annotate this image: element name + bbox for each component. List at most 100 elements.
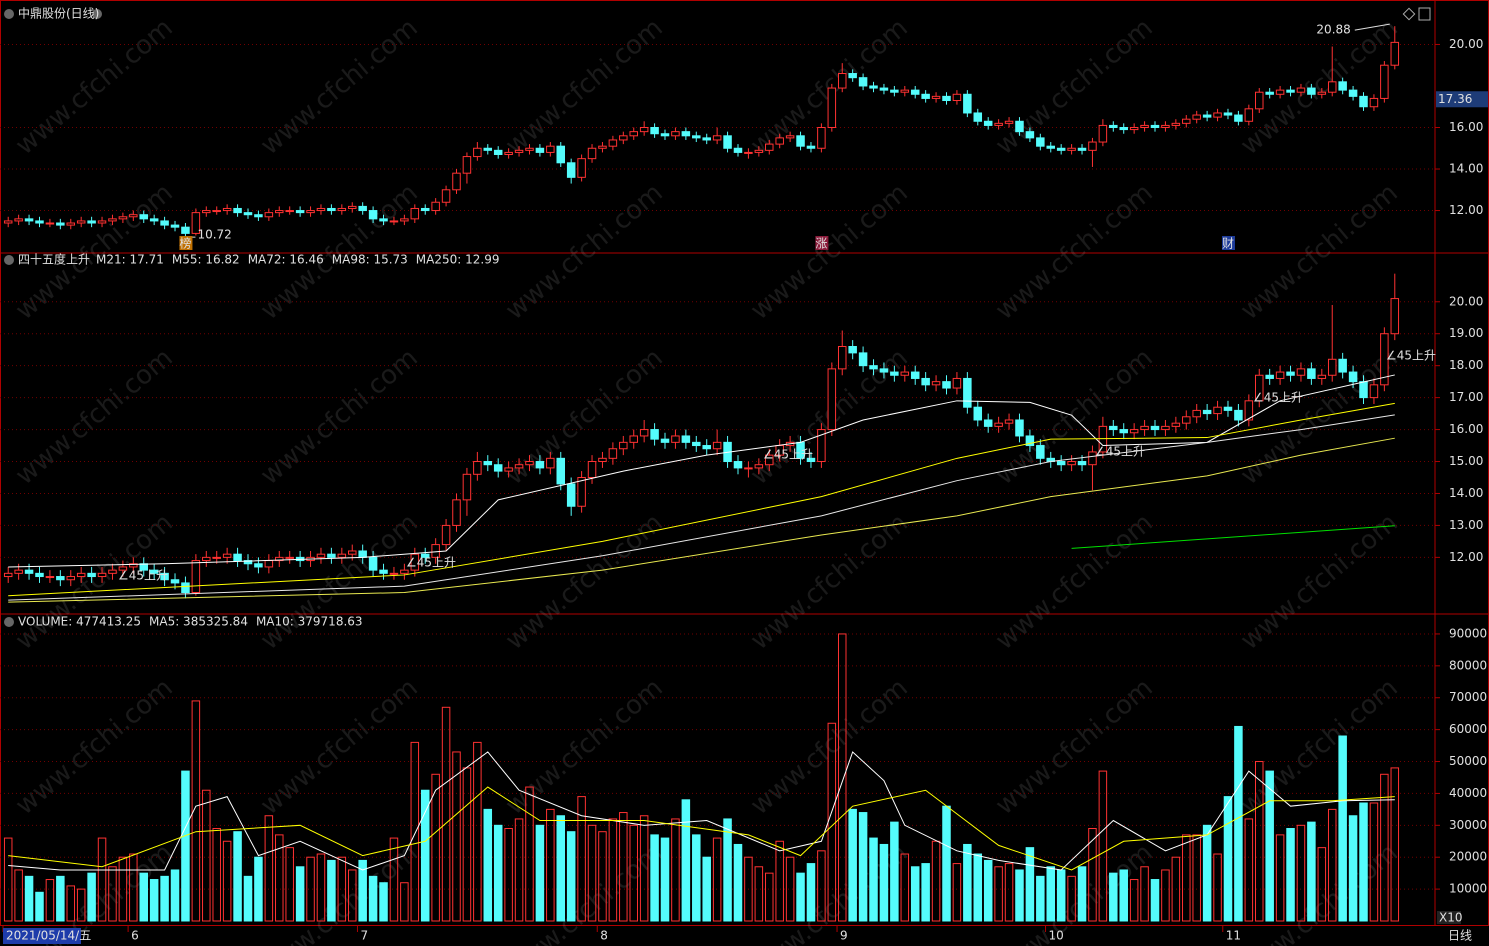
watermark: www.cfchi.com bbox=[1235, 673, 1404, 821]
candle-body bbox=[514, 464, 524, 469]
volume-bar bbox=[806, 863, 816, 922]
volume-ma-line bbox=[8, 786, 1395, 871]
candle-body bbox=[222, 207, 232, 212]
watermark: www.cfchi.com bbox=[500, 343, 669, 491]
x-tick-label: 2021/05/14/五 bbox=[6, 929, 91, 943]
volume-bar bbox=[1015, 869, 1024, 922]
ma-line bbox=[8, 414, 1395, 601]
candle-body bbox=[660, 438, 670, 443]
x-tick-label: 10 bbox=[1049, 929, 1064, 943]
watermark: www.cfchi.com bbox=[990, 673, 1159, 821]
watermark: www.cfchi.com bbox=[10, 673, 179, 821]
volume-bar bbox=[1234, 725, 1243, 922]
candle-body bbox=[160, 220, 169, 226]
volume-bar bbox=[1286, 828, 1295, 922]
volume-bar bbox=[76, 888, 86, 922]
candle-body bbox=[149, 218, 159, 222]
y-tick-label: 60000 bbox=[1449, 722, 1487, 736]
volume-bar bbox=[275, 834, 284, 922]
watermark: www.cfchi.com bbox=[255, 343, 424, 491]
candle-body bbox=[1390, 298, 1400, 335]
event-box bbox=[179, 236, 193, 250]
candle-body bbox=[1348, 371, 1358, 383]
watermark: www.cfchi.com bbox=[255, 673, 424, 821]
candle-body bbox=[983, 419, 993, 427]
candle-body bbox=[942, 95, 951, 102]
candle-body bbox=[900, 371, 910, 376]
legend-entry: M21: 17.71 bbox=[96, 253, 164, 267]
toolbar-icon[interactable] bbox=[1402, 7, 1416, 21]
candle-body bbox=[1380, 333, 1389, 386]
volume-bar bbox=[577, 796, 586, 922]
volume-bar bbox=[525, 786, 534, 922]
candle-body bbox=[129, 214, 138, 218]
candle-body bbox=[712, 135, 722, 141]
high-marker: 20.88 bbox=[1316, 23, 1350, 37]
candle-body bbox=[806, 145, 816, 149]
annotation: ∠45上升 bbox=[406, 556, 456, 570]
candle-body bbox=[212, 556, 221, 559]
candle-body bbox=[233, 207, 242, 214]
volume-bar bbox=[1348, 815, 1358, 922]
volume-bar bbox=[97, 837, 107, 922]
toolbar-icon[interactable] bbox=[1418, 7, 1431, 21]
candle-body bbox=[327, 553, 336, 558]
candle-body bbox=[202, 556, 211, 562]
candle-body bbox=[97, 220, 107, 224]
panel-icon[interactable] bbox=[4, 255, 14, 265]
candle-body bbox=[796, 135, 805, 147]
candle-body bbox=[347, 205, 357, 209]
candle-body bbox=[702, 137, 711, 141]
candle-body bbox=[879, 87, 889, 91]
candle-body bbox=[1025, 435, 1035, 447]
close-icon[interactable] bbox=[92, 9, 102, 19]
legend-entry: MA72: 16.46 bbox=[248, 253, 324, 267]
volume-bar bbox=[264, 815, 274, 922]
event-label: 财 bbox=[1222, 237, 1234, 251]
candle-body bbox=[35, 220, 44, 224]
candle-body bbox=[577, 476, 586, 507]
candle-body bbox=[45, 576, 55, 579]
period-label: 日线 bbox=[1448, 929, 1472, 943]
panel-icon[interactable] bbox=[4, 617, 14, 627]
candle-body bbox=[389, 220, 399, 223]
panel-icon[interactable] bbox=[4, 9, 14, 19]
volume-bar bbox=[1192, 834, 1201, 922]
volume-bar bbox=[504, 828, 513, 922]
y-tick-label: 19.00 bbox=[1449, 326, 1483, 340]
y-tick-label: 12.00 bbox=[1449, 203, 1483, 217]
volume-bar bbox=[879, 843, 889, 922]
candle-body bbox=[1182, 118, 1191, 124]
volume-bar bbox=[368, 875, 378, 922]
candle-body bbox=[765, 454, 774, 466]
ma-line bbox=[8, 402, 1395, 597]
candle-body bbox=[191, 560, 201, 594]
x-tick-label: 11 bbox=[1226, 929, 1241, 943]
y-tick-label: 20.00 bbox=[1449, 37, 1483, 51]
candle-body bbox=[379, 218, 388, 222]
candle-body bbox=[639, 127, 649, 133]
candle-body bbox=[87, 572, 96, 578]
candle-body bbox=[1327, 358, 1337, 376]
y-tick-label: 90000 bbox=[1449, 626, 1487, 640]
volume-bar bbox=[87, 872, 96, 922]
volume-bar bbox=[837, 633, 847, 922]
volume-bar bbox=[1077, 866, 1087, 922]
volume-bar bbox=[598, 831, 607, 922]
candle-body bbox=[1161, 425, 1170, 431]
candle-body bbox=[858, 352, 868, 367]
volume-bar bbox=[1213, 853, 1222, 922]
candle-body bbox=[994, 422, 1003, 427]
candle-body bbox=[546, 145, 555, 153]
volume-bar bbox=[952, 863, 962, 922]
candle-body bbox=[462, 156, 472, 174]
volume-bar bbox=[921, 863, 930, 922]
volume-bar bbox=[723, 818, 732, 922]
candle-body bbox=[441, 524, 451, 546]
volume-bar bbox=[233, 831, 242, 922]
annotation: ∠45上升 bbox=[118, 569, 168, 583]
candle-body bbox=[337, 553, 347, 558]
ma-line bbox=[8, 437, 1395, 603]
candle-body bbox=[97, 572, 107, 578]
candle-body bbox=[504, 467, 513, 472]
